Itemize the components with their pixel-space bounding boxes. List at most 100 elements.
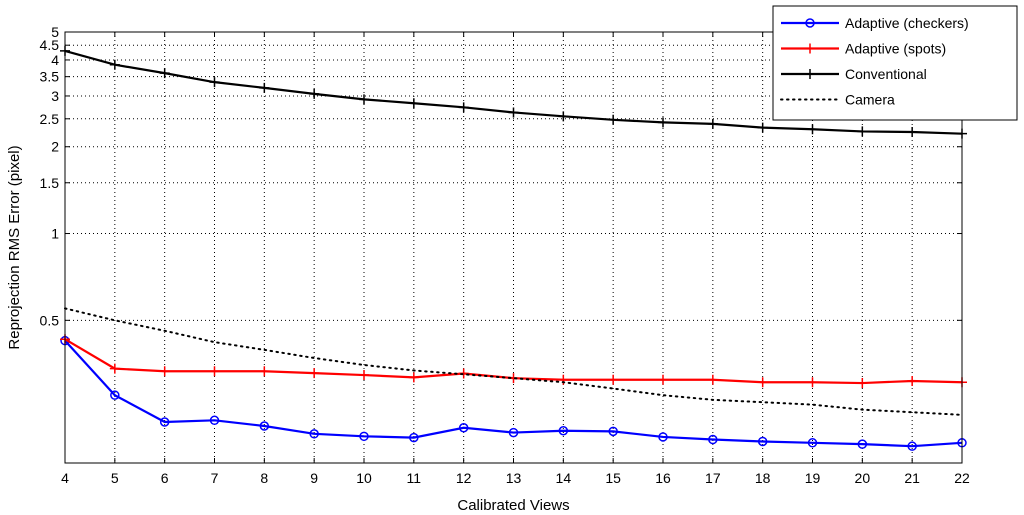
legend-entry: Camera [780,92,895,108]
data-point [359,94,369,105]
legend-entry: Conventional [781,66,927,82]
x-tick-label: 9 [310,470,318,486]
data-point [907,126,918,137]
legend-label: Camera [845,92,895,108]
y-tick-label: 3 [51,88,59,104]
x-tick-label: 5 [111,470,119,486]
x-tick-label: 20 [855,470,871,486]
data-point [508,107,519,118]
data-point [458,102,469,113]
data-point [309,368,320,379]
data-point [757,377,768,388]
data-point [558,374,569,385]
data-point [658,117,668,128]
y-tick-label: 1.5 [40,175,60,191]
series-conventional [60,45,967,139]
data-point [857,126,868,137]
data-point [209,366,220,377]
data-point [209,77,220,88]
series-layer [60,45,967,451]
data-point [109,59,120,70]
data-point [658,432,668,442]
data-point [309,88,320,99]
data-point [757,436,768,447]
data-point [805,43,815,54]
data-point [408,372,419,383]
ticks: 4 5 6 7 8 9 10 11 12 13 14 15 16 17 18 19 20 21 22 0.5 1 1.5 2… [40,24,970,486]
x-tick-label: 14 [556,470,572,486]
y-tick-label: 2 [51,139,59,155]
data-point [110,390,120,400]
data-point [259,82,270,93]
x-tick-label: 17 [705,470,721,486]
legend-label: Conventional [845,66,927,82]
x-tick-label: 12 [456,470,472,486]
data-point [658,374,668,385]
legend-label: Adaptive (checkers) [845,15,969,31]
data-point [159,366,170,377]
y-tick-label: 4 [51,52,59,68]
x-tick-label: 16 [655,470,671,486]
data-point [309,429,319,439]
y-tick-label: 2.5 [40,111,60,127]
x-tick-label: 6 [161,470,169,486]
x-tick-label: 19 [805,470,821,486]
x-tick-label: 15 [605,470,621,486]
x-tick-label: 18 [755,470,771,486]
data-point [159,417,170,427]
x-tick-label: 13 [506,470,522,486]
data-point [757,122,768,133]
y-tick-label: 5 [51,24,59,40]
y-axis-label: Reprojection RMS Error (pixel) [6,145,23,349]
x-tick-label: 21 [904,470,920,486]
data-point [558,426,569,436]
x-axis-label: Calibrated Views [457,497,569,514]
data-point [907,375,918,386]
data-point [359,370,369,381]
data-point [807,438,818,448]
data-point [907,441,917,451]
y-tick-label: 3.5 [40,69,60,85]
data-point [707,118,718,129]
data-point [359,431,369,442]
x-tick-label: 22 [954,470,970,486]
y-tick-label: 1 [51,226,59,242]
data-point [508,427,519,438]
grid [65,32,962,463]
data-point [857,439,868,449]
data-point [558,111,569,122]
series-adaptive-spots [60,334,967,389]
data-point [259,421,270,431]
series-adaptive-checkers [60,335,967,451]
data-point [708,434,718,445]
data-point [707,374,718,385]
x-tick-label: 11 [407,470,422,486]
data-point [458,423,469,433]
x-tick-label: 7 [211,470,219,486]
data-point [608,426,618,437]
data-point [608,374,619,385]
data-point [807,377,818,388]
data-point [458,368,469,379]
x-tick-label: 8 [260,470,268,486]
legend: Adaptive (checkers) Adaptive (spots) Conve… [772,5,1018,121]
data-point [209,415,220,426]
y-tick-label: 0.5 [40,312,60,328]
data-point [109,363,120,374]
x-tick-label: 10 [356,470,372,486]
data-point [408,98,419,109]
data-point [807,124,818,135]
legend-label: Adaptive (spots) [845,41,946,57]
x-tick-label: 4 [61,470,69,486]
data-point [159,68,170,79]
legend-entry: Adaptive (checkers) [781,15,969,31]
data-point [857,378,868,389]
data-point [409,432,419,443]
data-point [805,69,815,79]
data-point [805,18,815,28]
y-tick-label: 4.5 [40,37,60,53]
series-line [64,339,963,448]
data-point [608,114,619,125]
legend-entry: Adaptive (spots) [781,41,946,57]
